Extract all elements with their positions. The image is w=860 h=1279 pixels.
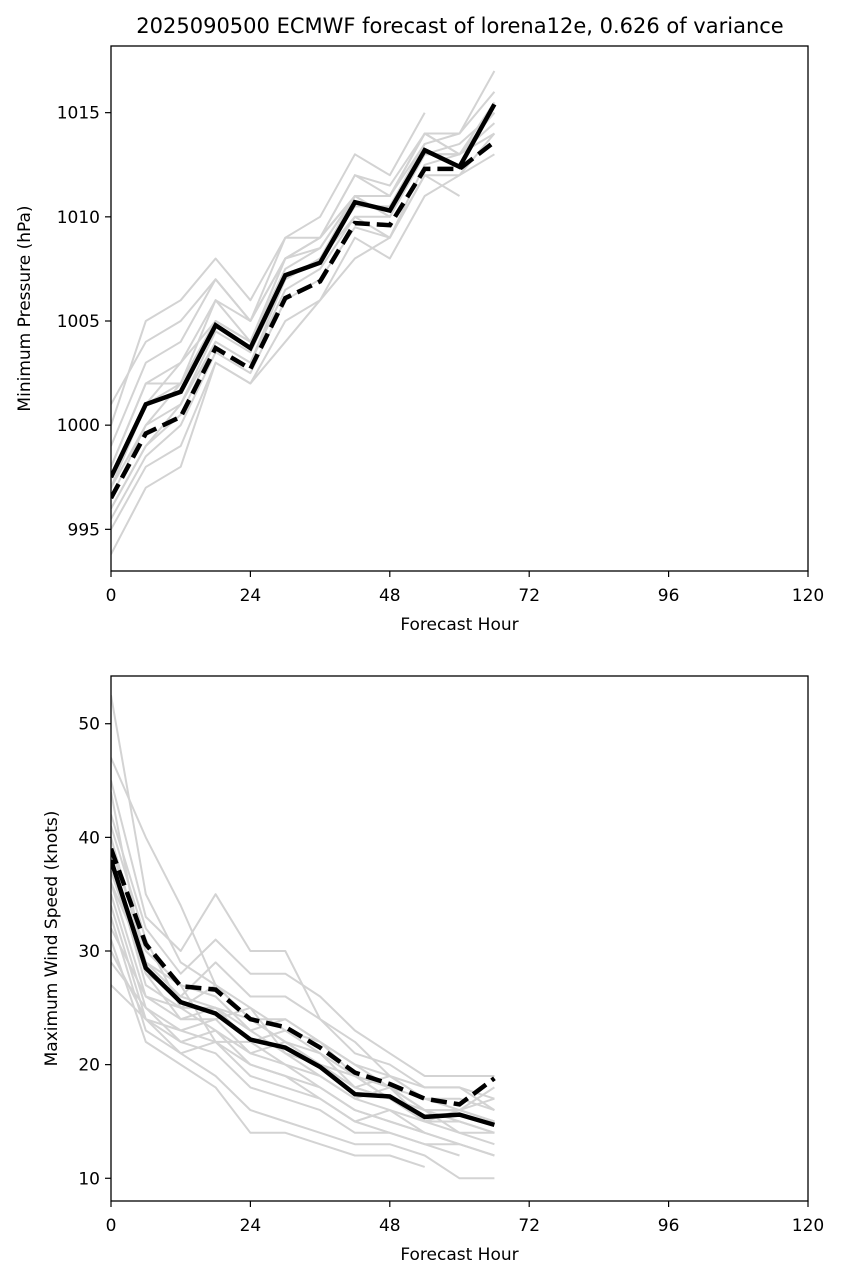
pressure-plot-area <box>111 70 497 555</box>
wind-ensemble-line-11 <box>111 950 495 1180</box>
wind-ensemble-line-0 <box>111 695 495 1134</box>
pressure-x-tick-label: 96 <box>658 586 680 606</box>
wind-plot-area <box>111 695 496 1180</box>
pressure-y-tick-label: 1000 <box>57 416 100 436</box>
pressure-x-axis-label: Forecast Hour <box>400 615 518 635</box>
pressure-solid-line <box>111 103 497 479</box>
wind-ensemble-line-1 <box>111 757 426 1100</box>
wind-ensemble-line-14 <box>111 871 495 1134</box>
wind-axes-frame <box>110 675 809 1202</box>
figure-title: 2025090500 ECMWF forecast of lorena12e, … <box>136 14 783 38</box>
wind-y-axis-label: Maximum Wind Speed (knots) <box>42 811 62 1067</box>
pressure-y-tick-label: 995 <box>68 520 100 540</box>
pressure-ensemble-line-7 <box>111 112 426 447</box>
wind-ensemble-line-5 <box>111 859 495 1123</box>
pressure-axes-frame <box>110 45 809 572</box>
pressure-y-tick-label: 1010 <box>57 208 100 228</box>
wind-x-tick-label: 120 <box>792 1216 824 1236</box>
wind-ensemble-line-3 <box>111 814 495 1077</box>
wind-ensemble-line-17 <box>111 791 495 1123</box>
wind-ensemble-line-12 <box>111 961 460 1157</box>
wind-ensemble-line-10 <box>111 939 426 1168</box>
pressure-x-tick-label: 24 <box>240 586 262 606</box>
wind-solid-line <box>111 859 496 1128</box>
wind-x-tick-label: 96 <box>658 1216 680 1236</box>
wind-y-tick-label: 10 <box>78 1169 100 1189</box>
pressure-dashed-line <box>111 140 496 500</box>
pressure-x-tick-label: 72 <box>518 586 540 606</box>
wind-x-tick-label: 48 <box>379 1216 401 1236</box>
wind-ensemble-line-2 <box>111 780 495 1111</box>
pressure-x-tick-label: 48 <box>379 586 401 606</box>
pressure-y-tick-label: 1015 <box>57 104 100 124</box>
wind-y-tick-label: 20 <box>78 1056 100 1076</box>
wind-ensemble-line-18 <box>111 882 426 1134</box>
pressure-ensemble-line-0 <box>111 174 461 555</box>
wind-dashed-line <box>111 847 496 1107</box>
wind-ensemble-line-19 <box>111 927 495 1112</box>
wind-y-tick-label: 50 <box>78 715 100 735</box>
pressure-y-axis-label: Minimum Pressure (hPa) <box>15 205 35 411</box>
pressure-ensemble-line-13 <box>111 112 496 489</box>
wind-x-axis-label: Forecast Hour <box>400 1245 518 1265</box>
pressure-x-tick-label: 0 <box>106 586 117 606</box>
wind-y-tick-label: 30 <box>78 942 100 962</box>
wind-ensemble-line-13 <box>111 984 495 1157</box>
wind-y-tick-label: 40 <box>78 828 100 848</box>
wind-x-tick-label: 0 <box>106 1216 117 1236</box>
pressure-y-tick-label: 1005 <box>57 312 100 332</box>
wind-panel: 0 24 48 72 96 120 10 20 30 40 50 Forecast Hour Maxim… <box>42 675 824 1265</box>
pressure-x-tick-label: 120 <box>792 586 824 606</box>
wind-ensemble-line-7 <box>111 893 495 1146</box>
pressure-panel: 0 24 48 72 96 120 995 1000 1005 1010 1015 Forecast … <box>15 45 824 635</box>
wind-ensemble-line-16 <box>111 825 495 1112</box>
wind-ensemble-line-4 <box>111 837 495 1100</box>
wind-x-tick-label: 72 <box>518 1216 540 1236</box>
pressure-ensemble-line-1 <box>111 132 496 530</box>
wind-x-tick-label: 24 <box>240 1216 262 1236</box>
